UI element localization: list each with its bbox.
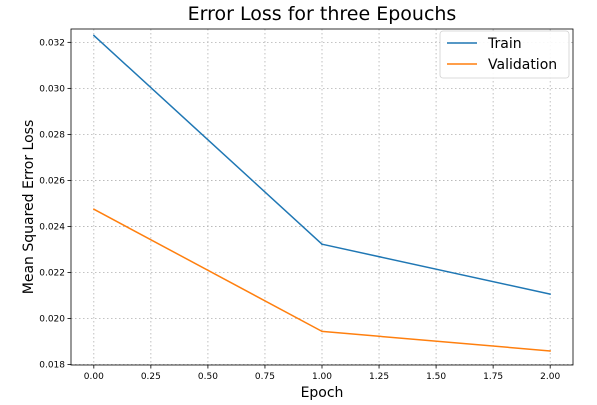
data-point-train [321, 243, 323, 245]
axis-ticks: 0.00 0.25 0.50 0.75 1.00 1.25 1.50 1.75 2.00 0.01… [39, 38, 560, 382]
x-axis-label: Epoch [301, 385, 344, 401]
x-tick-label: 0.00 [84, 372, 104, 382]
x-tick-label: 1.75 [483, 372, 503, 382]
data-point-validation [93, 208, 95, 210]
data-point-validation [549, 350, 551, 352]
y-tick-label: 0.024 [39, 222, 65, 232]
y-axis-label: Mean Squared Error Loss [21, 120, 37, 295]
chart-title: Error Loss for three Epouchs [188, 3, 457, 25]
legend: Train Validation [440, 31, 569, 78]
x-tick-label: 1.00 [312, 372, 332, 382]
x-tick-label: 0.75 [255, 372, 275, 382]
x-tick-label: 0.25 [141, 372, 161, 382]
y-tick-label: 0.030 [39, 84, 65, 94]
x-tick-label: 0.50 [198, 372, 218, 382]
y-tick-label: 0.018 [39, 361, 65, 371]
legend-label-validation: Validation [488, 57, 557, 73]
data-point-train [549, 293, 551, 295]
grid [71, 29, 573, 365]
x-tick-label: 2.00 [540, 372, 560, 382]
legend-label-train: Train [487, 36, 522, 52]
data-point-train [93, 35, 95, 37]
y-tick-label: 0.026 [39, 176, 65, 186]
y-tick-label: 0.028 [39, 130, 65, 140]
data-point-validation [321, 331, 323, 333]
x-tick-label: 1.25 [369, 372, 389, 382]
x-tick-label: 1.50 [426, 372, 446, 382]
y-tick-label: 0.032 [39, 38, 65, 48]
y-tick-label: 0.022 [39, 268, 65, 278]
y-tick-label: 0.020 [39, 315, 65, 325]
